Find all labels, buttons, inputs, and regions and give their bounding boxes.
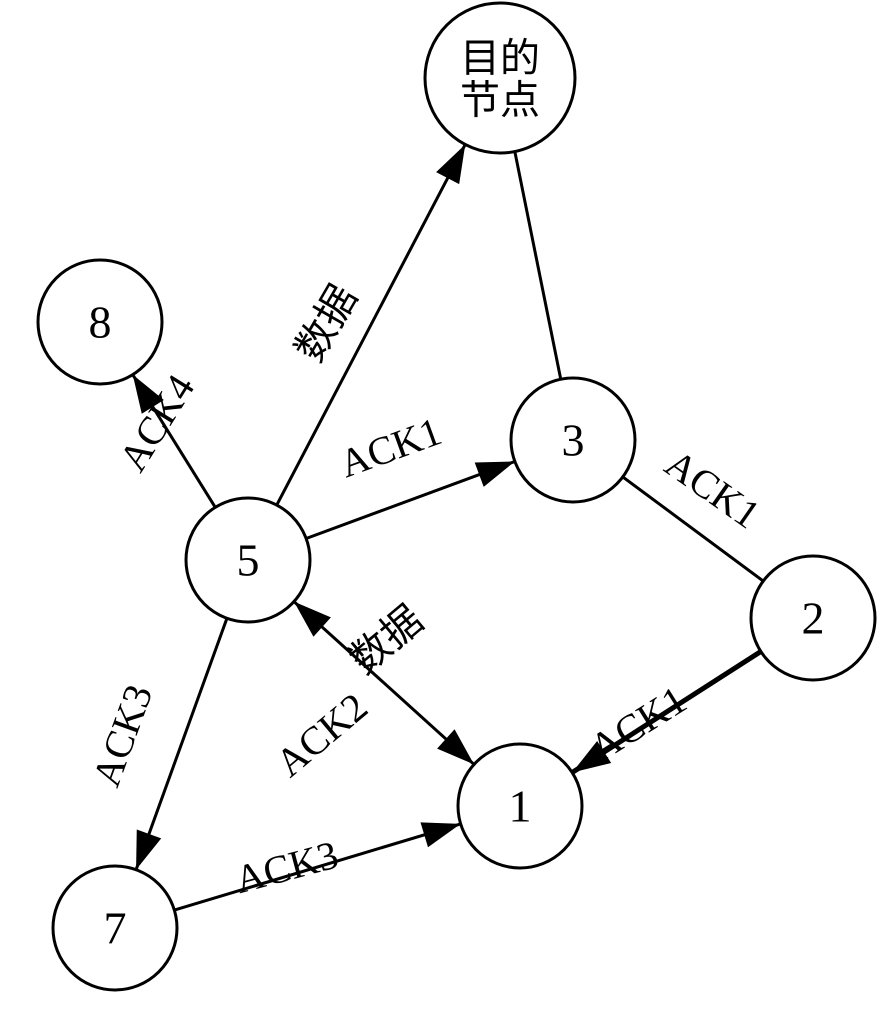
- edge-label: ACK1: [657, 441, 768, 538]
- node-8: 8: [38, 260, 162, 384]
- node-label: 8: [89, 297, 112, 348]
- edge-5-7: [136, 618, 227, 869]
- edge-label: ACK1: [582, 677, 694, 771]
- node-5: 5: [186, 498, 310, 622]
- arrowhead: [475, 461, 515, 486]
- node-1: 1: [458, 744, 582, 868]
- edge-label: ACK3: [83, 679, 161, 793]
- node-label: 1: [509, 781, 532, 832]
- arrowhead: [436, 144, 465, 184]
- edge-labels-layer: 数据ACK4ACK1ACK1ACK1数据ACK2ACK3ACK3: [83, 277, 768, 902]
- node-label: 2: [802, 593, 825, 644]
- edge-label: ACK3: [230, 832, 343, 903]
- node-label-line1: 目的: [460, 36, 540, 81]
- node-7: 7: [53, 866, 177, 990]
- edge-label: ACK4: [110, 367, 204, 479]
- node-label: 7: [104, 903, 127, 954]
- arrowhead: [421, 822, 461, 847]
- network-diagram: 数据ACK4ACK1ACK1ACK1数据ACK2ACK3ACK3 目的节点835…: [0, 0, 887, 1023]
- node-3: 3: [511, 378, 635, 502]
- edge-label: ACK1: [334, 408, 448, 486]
- node-label-line2: 节点: [460, 78, 540, 123]
- edge-3-dest: [515, 152, 561, 380]
- node-dest: 目的节点: [425, 3, 575, 153]
- node-2: 2: [751, 556, 875, 680]
- node-label: 3: [562, 415, 585, 466]
- edge-label: ACK2: [267, 684, 376, 786]
- edge-label: 数据: [341, 597, 431, 683]
- arrowhead: [136, 830, 161, 870]
- node-label: 5: [237, 535, 260, 586]
